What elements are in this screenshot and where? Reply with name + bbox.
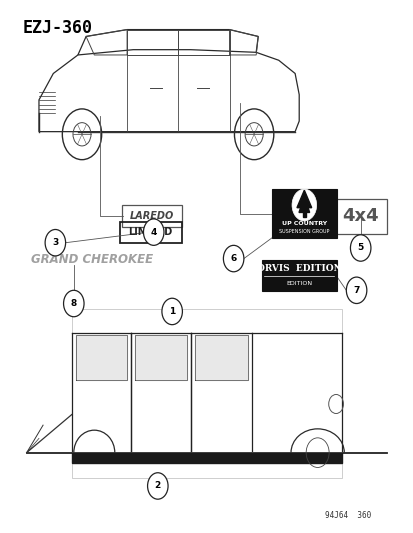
FancyBboxPatch shape (271, 189, 336, 238)
Circle shape (143, 219, 164, 245)
Text: UP COUNTRY: UP COUNTRY (281, 221, 326, 225)
Polygon shape (194, 335, 247, 380)
FancyBboxPatch shape (71, 309, 342, 478)
Polygon shape (298, 197, 309, 213)
Circle shape (291, 189, 316, 221)
Text: SUSPENSION GROUP: SUSPENSION GROUP (278, 229, 329, 234)
Text: EZJ-360: EZJ-360 (23, 19, 93, 37)
Polygon shape (135, 335, 186, 380)
Text: 5: 5 (357, 244, 363, 253)
Text: LAREDO: LAREDO (129, 211, 173, 221)
Text: ORVIS  EDITION: ORVIS EDITION (256, 264, 341, 273)
Text: EDITION: EDITION (285, 280, 311, 286)
Text: 94J64  360: 94J64 360 (324, 511, 370, 520)
Text: 2: 2 (154, 481, 161, 490)
Polygon shape (296, 190, 311, 208)
Text: 1: 1 (169, 307, 175, 316)
Text: 3: 3 (52, 238, 58, 247)
Polygon shape (302, 213, 305, 217)
Text: 4x4: 4x4 (342, 207, 378, 225)
Polygon shape (76, 335, 127, 380)
Circle shape (64, 290, 84, 317)
Circle shape (147, 473, 168, 499)
FancyBboxPatch shape (261, 260, 336, 292)
Circle shape (349, 235, 370, 261)
Text: 4: 4 (150, 228, 157, 237)
Text: GRAND CHEROKEE: GRAND CHEROKEE (31, 253, 152, 266)
FancyBboxPatch shape (71, 453, 342, 463)
Circle shape (223, 245, 243, 272)
Text: 7: 7 (353, 286, 359, 295)
Circle shape (161, 298, 182, 325)
Text: 6: 6 (230, 254, 236, 263)
Text: 8: 8 (71, 299, 77, 308)
Circle shape (346, 277, 366, 303)
Text: LIMITED: LIMITED (128, 228, 172, 237)
Circle shape (45, 230, 65, 256)
